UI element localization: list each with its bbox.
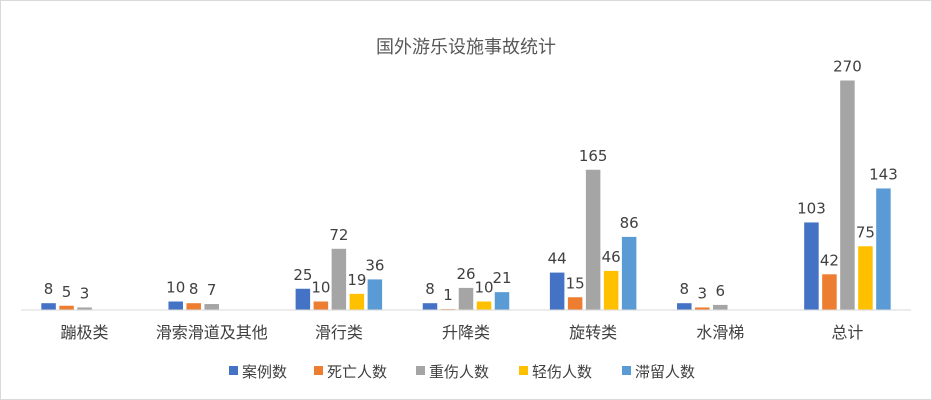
bar [367, 279, 383, 310]
legend-label: 滞留人数 [635, 363, 695, 381]
data-label: 3 [80, 284, 90, 302]
category-label: 总计 [831, 323, 863, 342]
chart-title: 国外游乐设施事故统计 [376, 37, 556, 58]
data-label: 75 [856, 223, 875, 241]
legend-label: 轻伤人数 [532, 363, 592, 381]
data-label: 8 [680, 280, 690, 298]
bar [677, 303, 692, 310]
data-label: 7 [207, 281, 217, 299]
category-label: 滑行类 [315, 323, 363, 342]
bar [313, 301, 329, 310]
data-label: 19 [347, 271, 366, 289]
bar [331, 248, 347, 310]
category-label: 升降类 [442, 323, 490, 342]
data-label: 6 [716, 282, 726, 300]
legend-swatch [622, 366, 631, 375]
data-label: 46 [602, 248, 621, 266]
category-label: 旋转类 [569, 323, 617, 342]
legend-label: 重伤人数 [429, 363, 489, 381]
bar [204, 304, 219, 310]
bar [458, 287, 474, 310]
bars-layer [41, 80, 891, 310]
legend-swatch [416, 366, 425, 375]
bar [840, 80, 855, 310]
bar [804, 222, 819, 310]
data-label: 86 [620, 214, 639, 232]
category-labels-layer: 蹦极类 滑索滑道及其他 滑行类 升降类 旋转类 水滑梯 总计 [61, 323, 864, 342]
data-label: 26 [456, 265, 475, 283]
data-label: 42 [820, 251, 839, 269]
legend-label: 死亡人数 [327, 363, 387, 381]
data-label: 1 [443, 286, 453, 304]
data-label: 8 [425, 280, 435, 298]
data-label: 44 [548, 250, 567, 268]
bar [822, 274, 837, 310]
bar [295, 288, 311, 310]
data-label: 21 [492, 269, 511, 287]
data-label: 270 [833, 58, 862, 76]
data-label: 5 [62, 283, 72, 301]
data-label: 10 [166, 279, 185, 297]
bar [349, 293, 365, 310]
bar [713, 304, 728, 310]
data-label: 36 [365, 256, 384, 274]
data-label: 8 [189, 280, 199, 298]
data-label: 165 [579, 147, 608, 165]
bar [549, 272, 565, 310]
data-label: 10 [311, 279, 330, 297]
data-label: 8 [44, 280, 54, 298]
bar [603, 270, 619, 310]
data-label: 143 [869, 165, 898, 183]
data-label: 72 [329, 226, 348, 244]
category-label: 水滑梯 [696, 323, 744, 342]
bar [494, 292, 510, 310]
bar [77, 307, 92, 310]
legend: 案例数 死亡人数 重伤人数 轻伤人数 滞留人数 [229, 363, 695, 381]
legend-swatch [229, 366, 238, 375]
bar [858, 246, 873, 310]
category-label: 蹦极类 [61, 323, 109, 342]
bar [585, 169, 601, 310]
bar [695, 307, 710, 310]
data-label: 15 [566, 274, 585, 292]
category-label: 滑索滑道及其他 [156, 323, 268, 342]
data-label: 3 [698, 284, 708, 302]
data-label: 10 [474, 279, 493, 297]
bar [567, 297, 583, 310]
bar [41, 303, 56, 310]
data-label: 103 [797, 199, 826, 217]
bar [186, 303, 201, 310]
legend-label: 案例数 [242, 363, 287, 381]
legend-swatch [519, 366, 528, 375]
bar [168, 301, 183, 310]
bar [621, 236, 637, 310]
bar [422, 303, 438, 310]
data-label: 25 [293, 266, 312, 284]
bar [476, 301, 492, 310]
legend-swatch [314, 366, 323, 375]
bar [876, 188, 891, 310]
bar [59, 305, 74, 310]
